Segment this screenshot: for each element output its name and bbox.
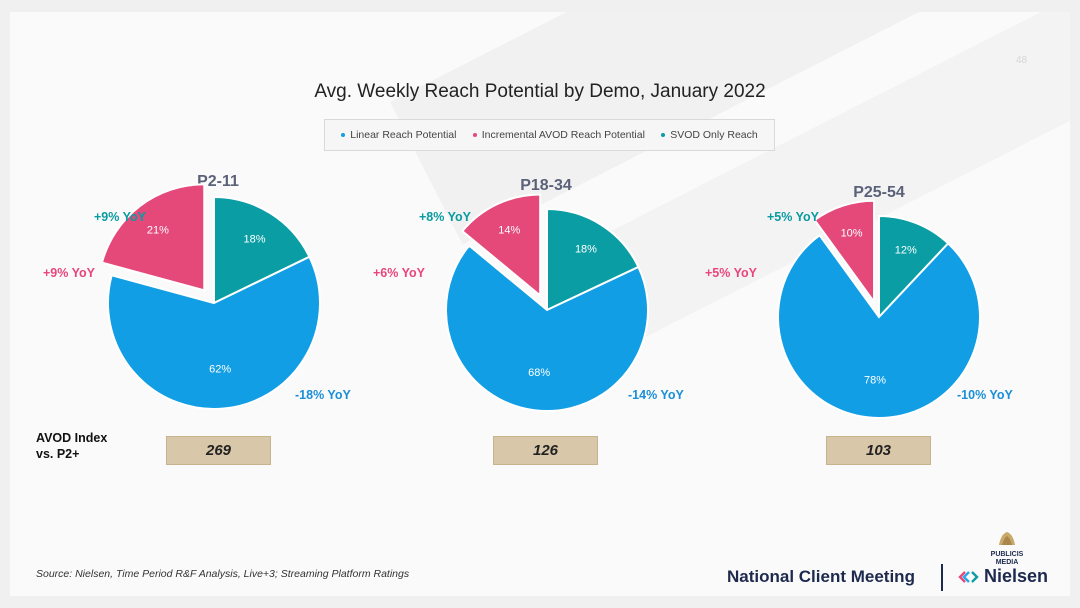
yoy-label: +5% YoY [767, 210, 819, 224]
avod-index-box: 269 [166, 436, 271, 465]
yoy-label: +5% YoY [705, 266, 757, 280]
footer-divider [941, 564, 943, 591]
publicis-text-line2: MEDIA [978, 559, 1036, 567]
footer-title: National Client Meeting [727, 567, 915, 587]
nielsen-logo: Nielsen [958, 566, 1048, 587]
avod-index-label: AVOD Index vs. P2+ [36, 430, 107, 462]
slice-data-label: 12% [895, 244, 917, 256]
slice-data-label: 14% [498, 225, 520, 237]
nielsen-wordmark: Nielsen [984, 566, 1048, 587]
publicis-text-line1: PUBLICIS [978, 551, 1036, 559]
nielsen-logo-icon [958, 570, 980, 584]
source-note: Source: Nielsen, Time Period R&F Analysi… [36, 568, 409, 580]
yoy-label: +8% YoY [419, 210, 471, 224]
slice-data-label: 10% [841, 228, 863, 240]
yoy-label: +6% YoY [373, 266, 425, 280]
avod-index-box: 126 [493, 436, 598, 465]
yoy-label: +9% YoY [94, 210, 146, 224]
pie-slice [102, 184, 204, 290]
avod-index-label-line1: AVOD Index [36, 430, 107, 446]
slice-data-label: 18% [244, 233, 266, 245]
slice-data-label: 18% [575, 244, 597, 256]
slice-data-label: 68% [528, 367, 550, 379]
yoy-label: -18% YoY [295, 388, 351, 402]
publicis-media-logo: PUBLICIS MEDIA [978, 530, 1036, 567]
yoy-label: -10% YoY [957, 388, 1013, 402]
yoy-label: +9% YoY [43, 266, 95, 280]
avod-index-label-line2: vs. P2+ [36, 446, 107, 462]
yoy-label: -14% YoY [628, 388, 684, 402]
publicis-lion-icon [997, 530, 1017, 546]
slice-data-label: 21% [147, 225, 169, 237]
slice-data-label: 62% [209, 363, 231, 375]
avod-index-box: 103 [826, 436, 931, 465]
slice-data-label: 78% [864, 374, 886, 386]
